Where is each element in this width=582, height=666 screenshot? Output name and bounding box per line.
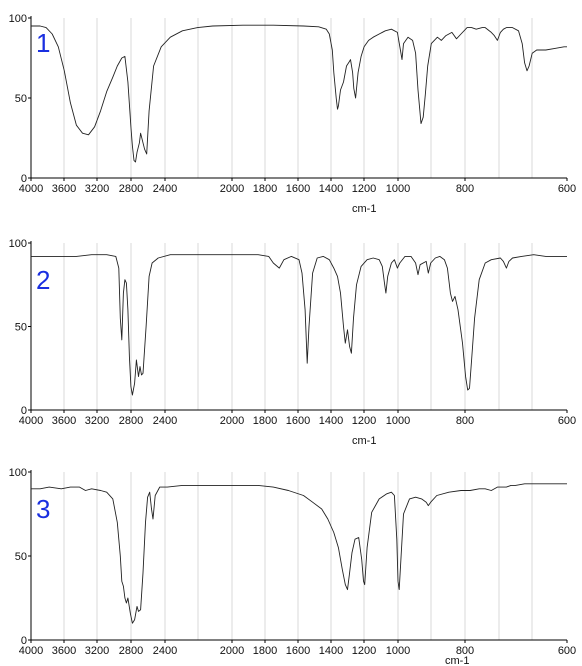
panel-number: 1	[36, 28, 50, 58]
x-tick-label: 2800	[119, 183, 143, 195]
x-tick-label: 4000	[19, 183, 43, 195]
x-tick-label: 3600	[52, 183, 76, 195]
y-tick-label: 100	[9, 238, 27, 250]
x-tick-label: 1800	[253, 645, 277, 657]
x-tick-label: 800	[456, 415, 474, 427]
x-tick-label: 1600	[286, 415, 310, 427]
x-tick-label: 1600	[286, 183, 310, 195]
x-tick-label: 1000	[386, 183, 410, 195]
x-tick-label: 1200	[352, 415, 376, 427]
spectrum-trace	[31, 483, 567, 624]
x-tick-label: 600	[558, 183, 576, 195]
x-tick-label: 1200	[352, 183, 376, 195]
x-tick-label: 2400	[153, 415, 177, 427]
x-tick-label: 3200	[85, 183, 109, 195]
spectrum-trace	[31, 24, 567, 163]
x-tick-label: 1600	[286, 645, 310, 657]
panel-number: 2	[36, 265, 50, 295]
x-tick-label: 1400	[319, 183, 343, 195]
x-tick-label: 600	[558, 415, 576, 427]
y-tick-label: 100	[9, 467, 27, 479]
y-tick-label: 100	[9, 13, 27, 25]
x-tick-label: 1800	[253, 415, 277, 427]
x-tick-label: 2400	[153, 645, 177, 657]
x-tick-label: 2000	[220, 415, 244, 427]
y-tick-label: 0	[21, 635, 27, 647]
x-tick-label: 2800	[119, 415, 143, 427]
x-tick-label: 600	[558, 645, 576, 657]
x-tick-label: 3200	[85, 645, 109, 657]
y-tick-label: 50	[15, 551, 27, 563]
x-tick-label: 2800	[119, 645, 143, 657]
x-tick-label: 2400	[153, 183, 177, 195]
x-tick-label: 800	[456, 183, 474, 195]
x-tick-label: 2000	[220, 645, 244, 657]
x-tick-label: 3200	[85, 415, 109, 427]
spectrum-trace	[31, 254, 567, 396]
x-axis-unit-label: cm-1	[445, 655, 469, 666]
x-tick-label: 1800	[253, 183, 277, 195]
x-tick-label: 1000	[386, 645, 410, 657]
x-tick-label: 800	[456, 645, 474, 657]
x-tick-label: 1200	[352, 645, 376, 657]
x-tick-label: 1400	[319, 645, 343, 657]
x-tick-label: 4000	[19, 415, 43, 427]
x-tick-label: 1400	[319, 415, 343, 427]
x-tick-label: 4000	[19, 645, 43, 657]
x-axis-unit-label: cm-1	[352, 203, 376, 215]
x-tick-label: 2000	[220, 183, 244, 195]
y-tick-label: 50	[15, 322, 27, 334]
y-tick-label: 0	[21, 173, 27, 185]
x-tick-label: 3600	[52, 645, 76, 657]
x-tick-label: 1000	[386, 415, 410, 427]
y-tick-label: 0	[21, 405, 27, 417]
x-axis-unit-label: cm-1	[352, 435, 376, 447]
panel-number: 3	[36, 494, 50, 524]
y-tick-label: 50	[15, 93, 27, 105]
x-tick-label: 3600	[52, 415, 76, 427]
